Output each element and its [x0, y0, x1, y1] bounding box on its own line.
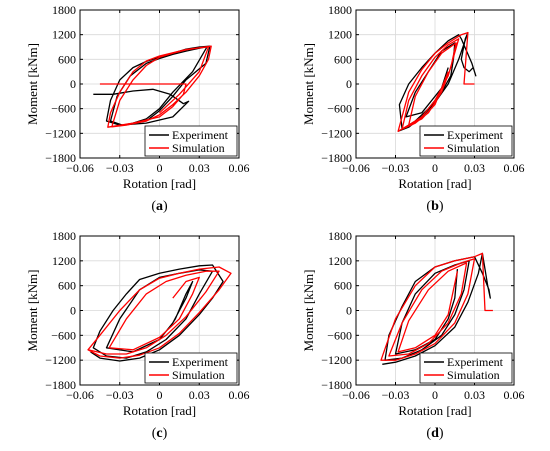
- x-tick-label: 0.03: [189, 161, 210, 175]
- legend-label-simulation: Simulation: [447, 368, 500, 382]
- x-tick-label: 0: [157, 388, 163, 402]
- y-tick-label: 0: [346, 304, 352, 318]
- y-tick-label: −1200: [45, 126, 76, 140]
- y-tick-label: −600: [327, 328, 352, 342]
- x-tick-label: −0.03: [106, 161, 134, 175]
- x-tick-label: −0.06: [66, 161, 94, 175]
- y-tick-label: 0: [70, 304, 76, 318]
- series-group: [93, 45, 212, 128]
- x-tick-label: 0.06: [229, 388, 250, 402]
- legend-label-simulation: Simulation: [447, 141, 500, 155]
- series-line-experiment: [382, 252, 491, 365]
- series-line-simulation: [99, 45, 212, 128]
- series-line-experiment: [397, 31, 477, 132]
- series-line-simulation: [380, 252, 493, 361]
- chart-panel-a: −0.06 −0.03 0 0.03 0.06 1800 1200 600 0 −600 −1200…: [25, 3, 250, 214]
- series-line-simulation: [87, 266, 232, 359]
- legend-box: [419, 125, 513, 157]
- panel-label: (d): [426, 426, 443, 441]
- x-tick-label: −0.06: [342, 388, 370, 402]
- x-tick-label: −0.03: [106, 388, 134, 402]
- x-axis-label: Rotation [rad]: [123, 403, 196, 418]
- series-group: [397, 31, 477, 132]
- y-axis-label: Moment [kNm]: [301, 270, 316, 352]
- legend-box: [419, 352, 513, 384]
- y-tick-label: −1200: [321, 353, 352, 367]
- y-axis-label: Moment [kNm]: [25, 270, 40, 352]
- y-tick-label: 0: [346, 77, 352, 91]
- legend-label-simulation: Simulation: [172, 368, 225, 382]
- chart-panel-d: −0.06 −0.03 0 0.03 0.06 1800 1200 600 0 −600 −1200…: [301, 229, 525, 441]
- y-tick-label: −1200: [321, 126, 352, 140]
- x-tick-label: 0: [432, 388, 438, 402]
- x-tick-label: −0.03: [382, 388, 410, 402]
- chart-panel-b: −0.06 −0.03 0 0.03 0.06 1800 1200 600 0 −600 −1200…: [301, 3, 525, 214]
- y-tick-label: −600: [51, 102, 76, 116]
- y-tick-label: −1200: [45, 353, 76, 367]
- series-line-experiment: [90, 264, 224, 362]
- x-axis-label: Rotation [rad]: [398, 403, 471, 418]
- chart-panel-c: −0.06 −0.03 0 0.03 0.06 1800 1200 600 0 −600 −1200…: [25, 229, 250, 441]
- x-tick-label: 0: [432, 161, 438, 175]
- series-group: [87, 264, 232, 362]
- x-tick-label: 0.03: [189, 388, 210, 402]
- y-tick-label: 1800: [52, 229, 76, 243]
- x-tick-label: −0.03: [382, 161, 410, 175]
- y-tick-label: 600: [334, 52, 352, 66]
- y-tick-label: −600: [327, 102, 352, 116]
- y-axis-label: Moment [kNm]: [301, 43, 316, 125]
- y-tick-label: −1800: [321, 378, 352, 392]
- x-tick-label: −0.06: [66, 388, 94, 402]
- y-tick-label: 1200: [328, 28, 352, 42]
- panel-label: (a): [151, 199, 168, 214]
- panel-label: (b): [426, 199, 443, 214]
- y-tick-label: 1800: [328, 3, 352, 17]
- y-tick-label: 600: [58, 279, 76, 293]
- legend-label-experiment: Experiment: [172, 355, 229, 369]
- legend-label-experiment: Experiment: [447, 355, 504, 369]
- x-tick-label: −0.06: [342, 161, 370, 175]
- y-axis-label: Moment [kNm]: [25, 43, 40, 125]
- panel-label: (c): [152, 426, 168, 441]
- x-axis-label: Rotation [rad]: [398, 176, 471, 191]
- legend-box: [144, 352, 238, 384]
- x-tick-label: 0.03: [464, 161, 485, 175]
- y-tick-label: 600: [58, 52, 76, 66]
- y-tick-label: 1800: [328, 229, 352, 243]
- series-group: [380, 252, 493, 365]
- legend-label-experiment: Experiment: [447, 128, 504, 142]
- legend-box: [144, 125, 238, 157]
- y-tick-label: −600: [51, 328, 76, 342]
- y-tick-label: 0: [70, 77, 76, 91]
- x-tick-label: 0.03: [464, 388, 485, 402]
- y-tick-label: 1200: [328, 254, 352, 268]
- y-tick-label: −1800: [45, 378, 76, 392]
- y-tick-label: 600: [334, 279, 352, 293]
- y-tick-label: −1800: [45, 151, 76, 165]
- legend-label-simulation: Simulation: [172, 141, 225, 155]
- y-tick-label: −1800: [321, 151, 352, 165]
- series-line-simulation: [397, 31, 475, 132]
- y-tick-label: 1200: [52, 254, 76, 268]
- series-line-experiment: [93, 45, 211, 126]
- legend-label-experiment: Experiment: [172, 128, 229, 142]
- y-tick-label: 1800: [52, 3, 76, 17]
- x-tick-label: 0: [157, 161, 163, 175]
- x-tick-label: 0.06: [229, 161, 250, 175]
- y-tick-label: 1200: [52, 28, 76, 42]
- x-tick-label: 0.06: [504, 388, 525, 402]
- x-tick-label: 0.06: [504, 161, 525, 175]
- x-axis-label: Rotation [rad]: [123, 176, 196, 191]
